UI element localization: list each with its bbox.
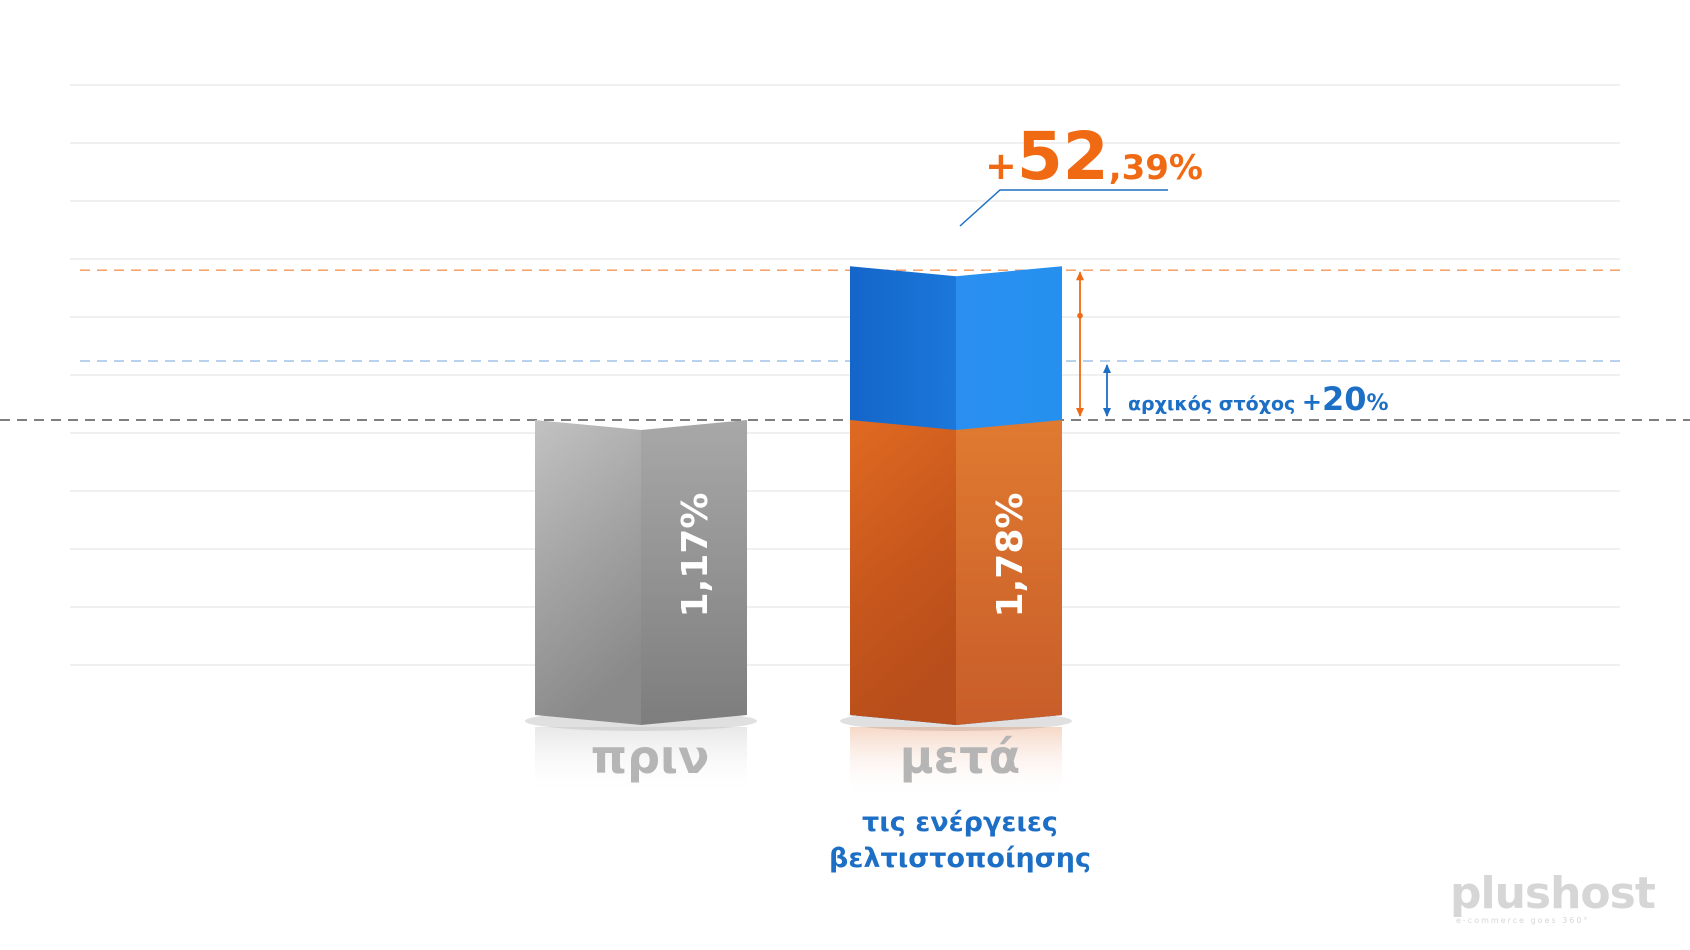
plushost-logo: plushost <box>1450 868 1656 919</box>
increase-plus: + <box>985 144 1017 188</box>
target-percent: % <box>1366 391 1389 416</box>
increase-midpoint-dot <box>1077 312 1083 319</box>
increase-integer: 52 <box>1016 118 1109 195</box>
category-label-before: πριν <box>590 730 710 784</box>
bar-after-base-side-face <box>956 420 1062 725</box>
increase-decimal: ,39% <box>1108 148 1203 188</box>
target-plus: + <box>1301 388 1323 416</box>
target-arrow-top <box>1103 364 1111 373</box>
bar-after-reflection <box>850 727 1062 797</box>
bar-before <box>535 420 747 725</box>
increase-leader-line <box>959 189 1168 227</box>
value-label-after: 1,78% <box>990 493 1031 618</box>
category-label-after: μετά <box>899 730 1021 784</box>
bar-after-base-front <box>850 420 1062 725</box>
increase-arrow-bottom <box>1076 408 1084 417</box>
value-label-before: 1,17% <box>675 493 716 618</box>
annotations <box>959 189 1168 417</box>
category-sublabel-after: τις ενέργειες βελτιστοποίησης <box>790 805 1130 877</box>
sublabel-line-1: τις ενέργειες <box>862 807 1058 838</box>
bar-before-reflection <box>535 727 747 797</box>
logo-tagline: e-commerce goes 360° <box>1456 916 1590 925</box>
increase-arrow-top <box>1076 271 1084 281</box>
bar-before-side-face <box>641 420 747 725</box>
bar-after-base-front-face <box>850 420 956 725</box>
target-annotation: αρχικός στόχος +20% <box>1128 380 1389 418</box>
increase-annotation: +52,39% <box>985 118 1203 195</box>
background-gridlines <box>70 84 1620 666</box>
reference-lines <box>0 269 1690 421</box>
bar-before-front-face <box>535 420 641 725</box>
target-text: αρχικός στόχος <box>1128 393 1302 415</box>
target-arrow-bottom <box>1103 408 1111 417</box>
sublabel-line-2: βελτιστοποίησης <box>829 843 1091 874</box>
target-number: 20 <box>1322 380 1367 418</box>
bars: 1,17% 1,78% <box>525 266 1072 797</box>
